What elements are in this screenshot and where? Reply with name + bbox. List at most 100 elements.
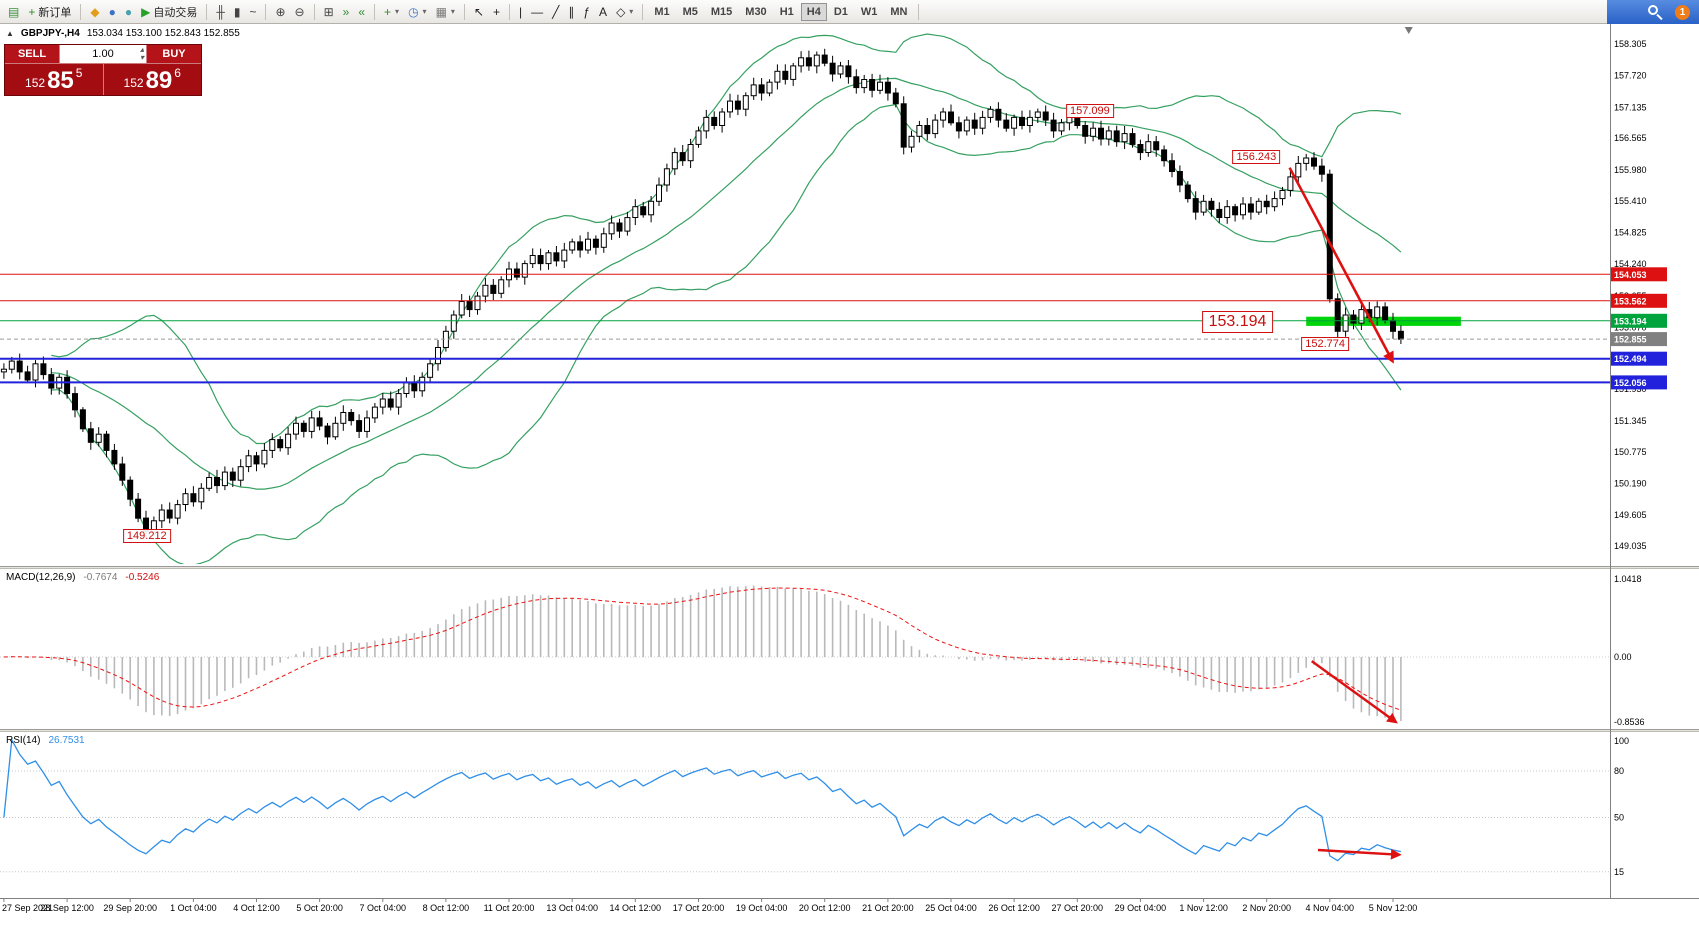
horizontal-line-icon[interactable]: — (527, 2, 547, 22)
timeframe-h4[interactable]: H4 (800, 2, 827, 21)
vps-icon[interactable]: ● (121, 2, 136, 22)
price-level-badge: 153.562 (1611, 293, 1667, 308)
toolbar-group: ⊕ ⊖ (271, 2, 308, 22)
time-axis-label: 5 Nov 12:00 (1369, 903, 1418, 913)
time-axis-label: 1 Nov 12:00 (1179, 903, 1228, 913)
shapes-button: ◇ (616, 4, 626, 19)
chevron-down-icon: ▾ (395, 7, 400, 16)
timeframe-m30[interactable]: M30 (739, 3, 772, 21)
zoom-in-icon[interactable]: ⊕ (271, 2, 289, 22)
main-price-panel (0, 33, 1461, 564)
candles (0, 48, 1404, 540)
crosshair-icon[interactable]: + (489, 2, 504, 22)
horizontal-level-lines[interactable] (0, 273, 1610, 384)
zoom-out-icon: ⊖ (294, 4, 305, 19)
auto-trading-button[interactable]: ▶ 自动交易 (137, 2, 201, 22)
timeframe-m15[interactable]: M15 (705, 3, 738, 21)
svg-text:-0.8536: -0.8536 (1614, 717, 1645, 727)
zoom-out-icon[interactable]: ⊖ (291, 2, 309, 22)
new-chart-button[interactable]: + ▾ (380, 2, 403, 22)
fibonacci-icon: ƒ (583, 4, 591, 19)
profiles-button[interactable]: ◷ ▾ (404, 2, 431, 22)
svg-text:153.194: 153.194 (1614, 316, 1647, 326)
rsi-arrow[interactable] (1317, 848, 1402, 860)
tile-windows-icon[interactable]: ⊞ (320, 2, 338, 22)
cursor-icon: ↖ (473, 4, 484, 19)
svg-text:152.494: 152.494 (1614, 354, 1647, 364)
timeframe-d1[interactable]: D1 (828, 3, 854, 21)
timeframe-m5[interactable]: M5 (677, 3, 704, 21)
new-order-button[interactable]: + 新订单 (24, 2, 75, 22)
chart-shift-icon[interactable]: « (354, 2, 369, 22)
crosshair-icon: + (492, 4, 500, 19)
time-axis-label: 5 Oct 20:00 (296, 903, 343, 913)
price-level-badge: 154.053 (1611, 267, 1667, 282)
trend-arrow[interactable] (1288, 167, 1394, 364)
mql5-market-icon[interactable]: ◆ (86, 2, 103, 22)
svg-text:150.775: 150.775 (1614, 447, 1647, 457)
mql5-market-icon: ◆ (90, 4, 100, 19)
new-chart-button: + (384, 4, 392, 19)
text-icon[interactable]: A (595, 2, 611, 22)
vps-icon: ● (124, 4, 133, 19)
timeframe-w1[interactable]: W1 (855, 3, 884, 21)
svg-text:154.240: 154.240 (1614, 259, 1647, 269)
svg-text:155.980: 155.980 (1614, 165, 1647, 175)
toolbar: ▤ + 新订单 ◆ ● ● ▶ 自动交易 ╫ ▮ ~ ⊕ ⊖ ⊞» «+ ▾ ◷ ▾ ▦ ▾ ↖ + | — ╱ ∥ ƒ A ◇ ▾ M1 M… (0, 0, 1699, 24)
time-axis-label: 21 Oct 20:00 (862, 903, 914, 913)
line-chart-mode-icon[interactable]: ~ (245, 2, 260, 22)
trendline-icon: ╱ (552, 4, 560, 19)
bollinger-band-line (51, 103, 1402, 564)
shapes-button[interactable]: ◇ ▾ (612, 2, 637, 22)
profiles-button: ◷ (408, 4, 419, 19)
price-level-badge: 152.494 (1611, 351, 1667, 366)
time-axis-label: 8 Oct 12:00 (423, 903, 470, 913)
toolbar-separator (313, 3, 315, 20)
time-axis-label: 2 Nov 20:00 (1242, 903, 1291, 913)
chart-shift-marker[interactable] (1404, 27, 1413, 34)
templates-button[interactable]: ▦ ▾ (432, 2, 459, 22)
toolbar-right-cluster: 1 (1607, 0, 1699, 24)
svg-text:150.190: 150.190 (1614, 479, 1647, 489)
vertical-line-icon: | (519, 4, 523, 19)
toolbar-group: | — ╱ ∥ ƒ A ◇ ▾ (515, 2, 637, 22)
macd-arrow[interactable] (1310, 660, 1398, 724)
bar-chart-mode-icon[interactable]: ╫ (212, 2, 229, 22)
time-axis-label: 14 Oct 12:00 (610, 903, 662, 913)
bar-chart-mode-icon: ╫ (216, 4, 225, 19)
notification-badge[interactable]: 1 (1675, 4, 1690, 20)
svg-text:100: 100 (1614, 736, 1629, 746)
chart-shift-icon: « (358, 4, 366, 19)
timeframe-h1[interactable]: H1 (774, 3, 800, 21)
timeframe-m1[interactable]: M1 (648, 3, 675, 21)
toolbar-separator (265, 3, 267, 20)
svg-text:0.00: 0.00 (1614, 652, 1632, 662)
templates-button: ▦ (435, 4, 447, 19)
signals-icon[interactable]: ● (105, 2, 120, 22)
time-axis-label: 4 Oct 12:00 (233, 903, 280, 913)
toolbar-separator (463, 3, 465, 20)
auto-scroll-icon[interactable]: » (339, 2, 354, 22)
auto-trading-button-label: 自动交易 (153, 6, 198, 19)
fibonacci-icon[interactable]: ƒ (579, 2, 594, 22)
svg-text:152.855: 152.855 (1614, 335, 1647, 345)
time-axis-label: 28 Sep 12:00 (40, 903, 94, 913)
svg-text:1.0418: 1.0418 (1614, 574, 1642, 584)
svg-text:154.053: 154.053 (1614, 270, 1647, 280)
channel-icon[interactable]: ∥ (564, 2, 578, 22)
cursor-icon[interactable]: ↖ (470, 2, 488, 22)
chevron-down-icon: ▾ (629, 7, 634, 16)
trendline-icon[interactable]: ╱ (548, 2, 563, 22)
timeframe-mn[interactable]: MN (884, 3, 913, 21)
terminal-icon[interactable]: ▤ (4, 2, 23, 22)
auto-trading-button: ▶ (141, 4, 151, 19)
svg-text:15: 15 (1614, 867, 1624, 877)
candle-chart-mode-icon[interactable]: ▮ (230, 2, 245, 22)
horizontal-line-icon: — (531, 4, 544, 19)
price-level-badge: 153.194 (1611, 313, 1667, 328)
support-zone-rectangle[interactable] (1306, 316, 1461, 326)
search-icon[interactable] (1648, 4, 1663, 20)
vertical-line-icon[interactable]: | (515, 2, 526, 22)
chevron-down-icon: ▾ (450, 7, 455, 16)
